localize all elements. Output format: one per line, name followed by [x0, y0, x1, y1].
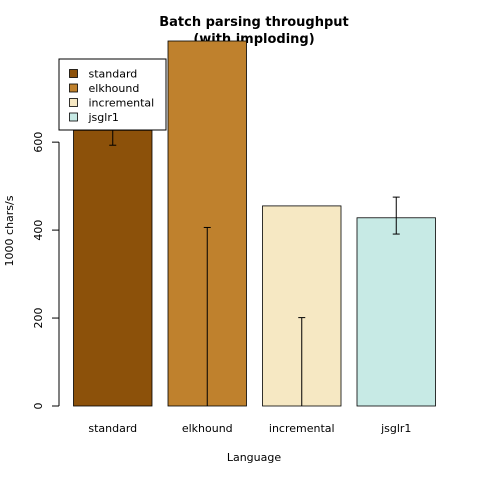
- legend-label-jsglr1: jsglr1: [88, 111, 119, 124]
- legend-label-standard: standard: [89, 68, 138, 81]
- legend-item-incremental: incremental: [69, 97, 155, 110]
- x-tick-label-jsglr1: jsglr1: [380, 422, 411, 435]
- legend-item-elkhound: elkhound: [69, 82, 140, 95]
- error-bar-jsglr1: [392, 196, 400, 235]
- legend-item-standard: standard: [69, 68, 138, 81]
- legend-item-jsglr1: jsglr1: [69, 111, 119, 124]
- x-axis-label: Language: [227, 451, 282, 464]
- x-tick-label-elkhound: elkhound: [182, 422, 233, 435]
- x-tick-label-incremental: incremental: [269, 422, 335, 435]
- chart-title-line1: Batch parsing throughput: [159, 15, 349, 30]
- y-tick-label-200: 200: [32, 308, 45, 329]
- y-tick-label-400: 400: [32, 220, 45, 241]
- legend-swatch-elkhound: [69, 83, 78, 93]
- legend-swatch-incremental: [69, 98, 78, 107]
- error-bars: [109, 61, 400, 406]
- error-bar-elkhound: [203, 226, 211, 406]
- y-axis-label: 1000 chars/s: [3, 195, 16, 266]
- y-tick-label-0: 0: [32, 403, 45, 410]
- x-axis-ticks: standard elkhound incremental jsglr1: [88, 422, 411, 435]
- legend-label-incremental: incremental: [89, 97, 155, 110]
- legend-label-elkhound: elkhound: [89, 82, 140, 95]
- x-tick-label-standard: standard: [88, 422, 137, 435]
- legend-swatch-standard: [69, 69, 78, 78]
- bars: [73, 40, 436, 407]
- y-axis: 0 200 400 600: [32, 132, 60, 410]
- bar-jsglr1: [356, 217, 436, 407]
- bar-standard: [73, 129, 153, 407]
- y-tick-label-600: 600: [32, 132, 45, 153]
- error-bar-incremental: [298, 317, 306, 406]
- legend-swatch-jsglr1: [69, 112, 78, 122]
